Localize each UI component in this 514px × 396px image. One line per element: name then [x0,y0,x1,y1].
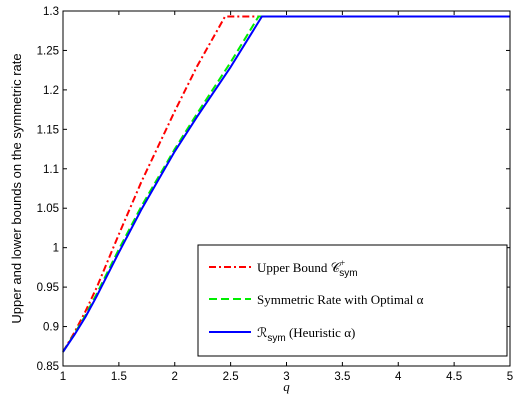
x-tick-label: 4 [395,371,402,383]
x-tick-label: 5 [507,371,513,383]
x-axis-label: q [283,379,290,394]
series-line-2 [62,15,510,353]
x-tick-label: 3 [283,371,289,383]
y-axis-label: Upper and lower bounds on the symmetric … [9,53,24,323]
legend-label-1: Upper Bound 𝒞+ sym [257,258,358,279]
legend-label-2: Symmetric Rate with Optimal α [257,292,424,307]
series-group [62,15,510,353]
x-tick-label: 1 [60,371,66,383]
x-tick-label: 4.5 [446,371,462,383]
legend-label-3: ℛsym (Heuristic α) [257,325,355,344]
ticks-group: 1 1.5 2 2.5 3 3.5 4 4.5 5 0.85 0.9 0.95 1 1.05 1.1 1.15… [37,6,514,383]
y-tick-label: 0.85 [37,361,59,373]
y-tick-label: 1.2 [43,85,59,97]
x-tick-label: 3.5 [334,371,350,383]
x-tick-label: 2.5 [223,371,239,383]
y-tick-label: 0.95 [37,282,59,294]
y-tick-label: 1.1 [43,164,59,176]
legend: Upper Bound 𝒞+ sym Symmetric Rate with Opt… [197,244,508,357]
y-tick-label: 1.15 [37,124,59,136]
series-line-1 [62,15,510,353]
x-tick-label: 2 [172,371,178,383]
y-tick-label: 1.05 [37,203,59,215]
x-tick-label: 1.5 [111,371,127,383]
y-tick-label: 1.3 [43,6,59,18]
y-tick-label: 1 [53,243,59,255]
series-line-3 [62,15,510,353]
y-tick-label: 1.25 [37,45,59,57]
y-tick-label: 0.9 [43,322,59,334]
legend-box [197,244,508,357]
